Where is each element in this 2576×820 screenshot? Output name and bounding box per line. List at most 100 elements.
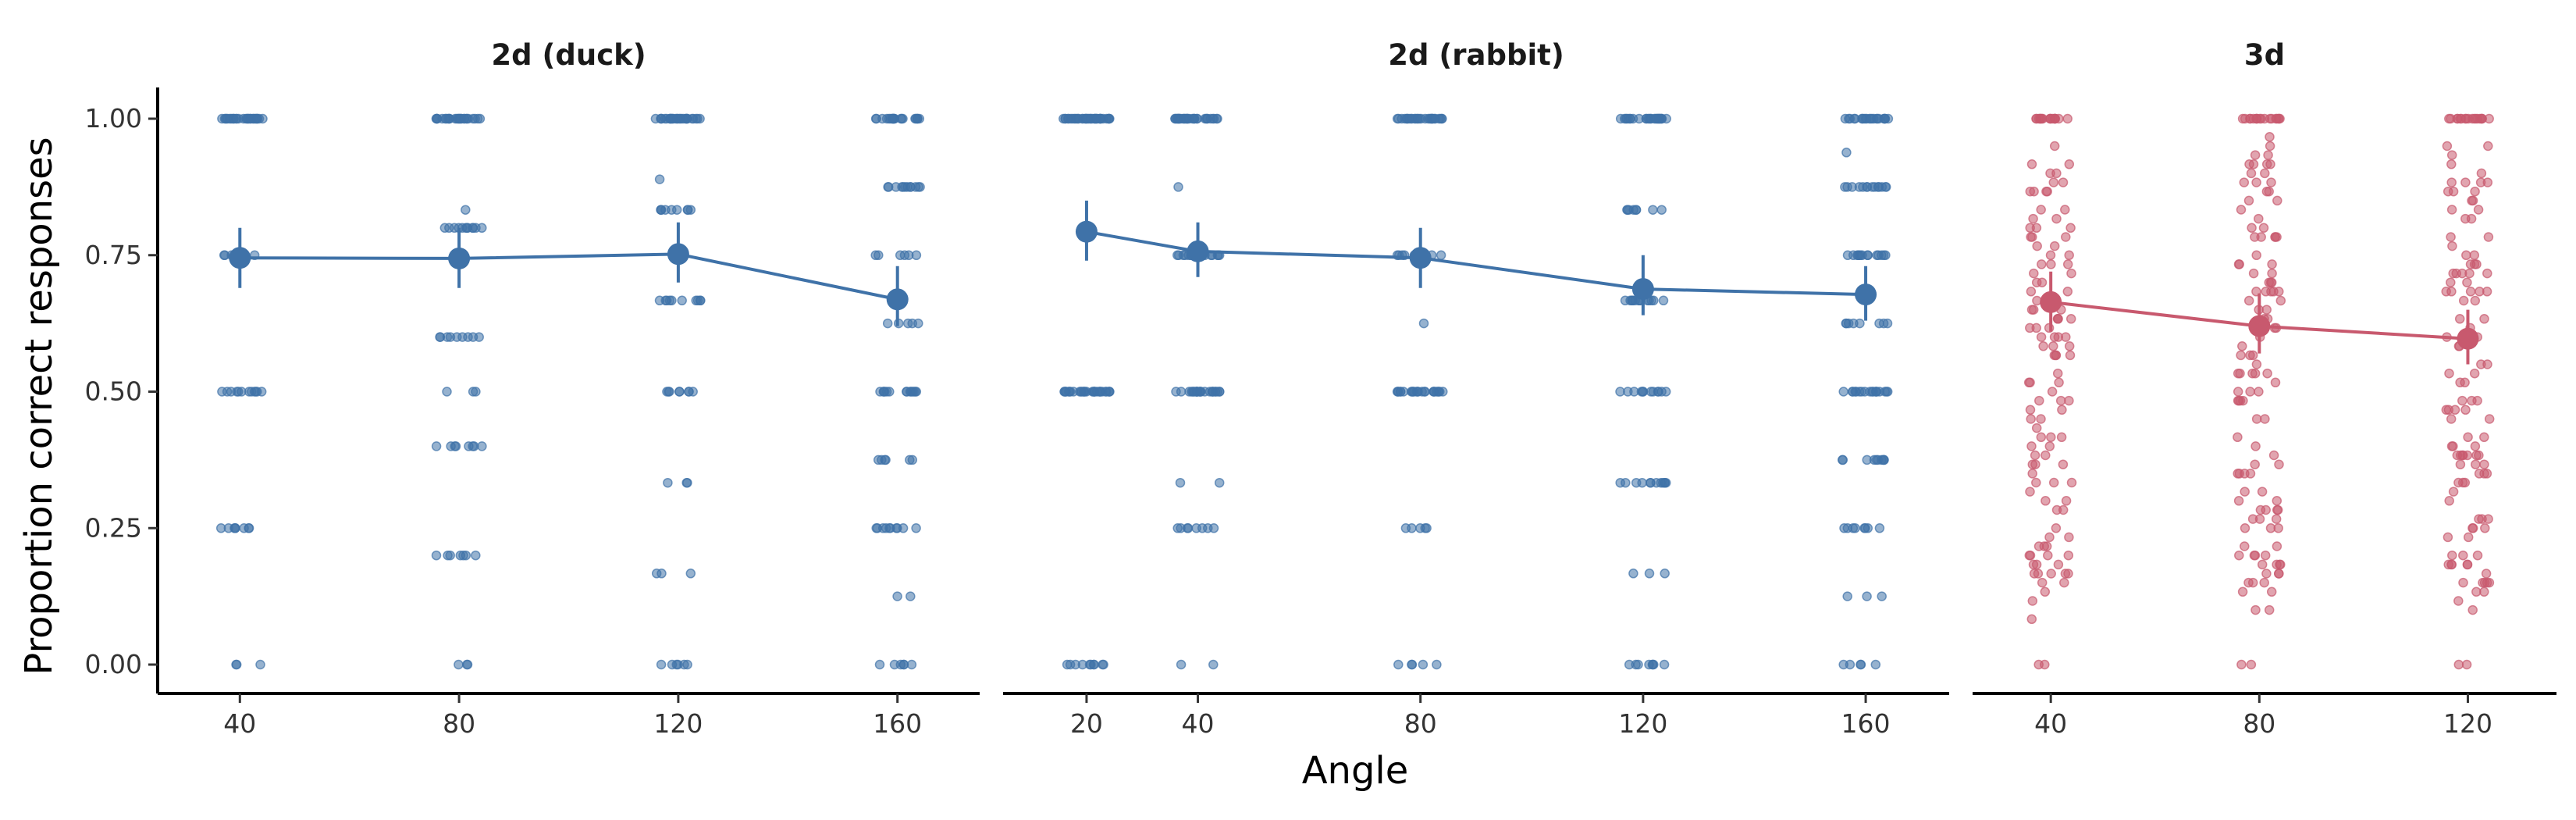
raw-point — [461, 550, 471, 561]
raw-point — [2247, 368, 2258, 379]
x-tick-label: 40 — [1182, 708, 1215, 739]
panel-title: 2d (rabbit) — [1388, 38, 1564, 72]
raw-point — [898, 523, 909, 533]
raw-point — [2267, 268, 2277, 279]
raw-point — [1850, 523, 1860, 533]
raw-point — [679, 659, 689, 670]
raw-point — [2479, 314, 2489, 324]
raw-point — [1098, 659, 1108, 670]
raw-point — [2257, 559, 2268, 570]
raw-point — [2062, 113, 2073, 124]
raw-point — [1874, 318, 1884, 329]
raw-point — [251, 113, 262, 124]
panel-2: 2d (rabbit) 20 40 80 120 160 — [1003, 38, 1949, 739]
raw-point — [1215, 387, 1225, 397]
raw-point — [2444, 368, 2454, 379]
raw-point — [1841, 148, 1852, 158]
raw-point — [2044, 532, 2055, 543]
raw-point — [2024, 550, 2035, 561]
raw-point — [2265, 277, 2276, 287]
raw-point — [2047, 387, 2058, 397]
raw-point — [654, 174, 665, 184]
raw-point — [2457, 395, 2467, 406]
raw-point — [2443, 532, 2453, 543]
raw-point — [2482, 359, 2492, 369]
raw-point — [2272, 504, 2282, 515]
raw-point — [2272, 541, 2282, 551]
raw-point — [2467, 523, 2478, 533]
raw-point — [2261, 287, 2271, 297]
raw-point — [2233, 259, 2244, 269]
raw-point — [1628, 569, 1638, 579]
raw-point — [2064, 532, 2074, 543]
raw-point — [2447, 241, 2457, 251]
raw-point — [1658, 295, 1669, 306]
raw-point — [656, 659, 667, 670]
raw-point — [1175, 477, 1186, 488]
raw-point — [2040, 659, 2050, 670]
raw-point — [2251, 177, 2261, 187]
raw-point — [2465, 287, 2476, 297]
raw-point — [2236, 350, 2246, 361]
raw-point — [2275, 295, 2286, 306]
raw-point — [2444, 113, 2454, 124]
raw-point — [2481, 569, 2492, 579]
raw-point — [2482, 287, 2492, 297]
raw-point — [1104, 387, 1115, 397]
raw-point — [660, 205, 671, 215]
raw-point — [2233, 387, 2243, 397]
raw-point — [439, 223, 450, 234]
raw-point — [2064, 159, 2075, 169]
raw-point — [892, 591, 902, 601]
raw-point — [2041, 496, 2051, 506]
raw-point — [661, 295, 672, 306]
raw-point — [431, 550, 442, 561]
raw-point — [1644, 569, 1655, 579]
raw-point — [2062, 287, 2073, 297]
raw-point — [2028, 305, 2039, 315]
raw-point — [2058, 504, 2069, 515]
raw-point — [2245, 469, 2256, 479]
raw-point — [2265, 132, 2275, 142]
raw-point — [691, 113, 701, 124]
raw-point — [650, 113, 661, 124]
raw-point — [2040, 586, 2051, 597]
raw-point — [1089, 659, 1099, 670]
raw-point — [2036, 332, 2047, 342]
raw-point — [2265, 523, 2276, 533]
panel-3: 3d 40 80 120 — [1973, 38, 2556, 739]
raw-point — [887, 113, 897, 124]
raw-point — [432, 113, 442, 124]
raw-point — [2049, 332, 2060, 342]
raw-point — [2270, 377, 2281, 388]
raw-point — [898, 182, 909, 192]
raw-point — [2041, 450, 2051, 461]
mean-point — [2457, 327, 2479, 350]
raw-point — [468, 441, 478, 451]
raw-point — [2247, 223, 2257, 234]
raw-point — [2272, 195, 2282, 206]
raw-point — [2048, 477, 2059, 488]
mean-point — [1631, 278, 1654, 301]
raw-point — [471, 223, 481, 234]
raw-point — [1404, 113, 1414, 124]
raw-point — [2048, 341, 2058, 351]
raw-point — [2257, 487, 2268, 497]
mean-line — [240, 252, 898, 301]
raw-point — [1646, 387, 1656, 397]
raw-point — [2274, 459, 2284, 469]
raw-point — [2261, 159, 2272, 169]
raw-point — [2061, 496, 2072, 506]
raw-point — [2470, 441, 2481, 451]
raw-point — [1656, 205, 1667, 215]
raw-point — [2251, 414, 2262, 424]
raw-point — [2477, 113, 2488, 124]
raw-point — [1208, 659, 1219, 670]
raw-point — [1631, 477, 1642, 488]
raw-point — [2483, 232, 2494, 242]
raw-point — [2460, 405, 2471, 415]
raw-point — [2025, 323, 2035, 333]
raw-point — [1873, 250, 1884, 261]
raw-point — [2061, 232, 2071, 242]
